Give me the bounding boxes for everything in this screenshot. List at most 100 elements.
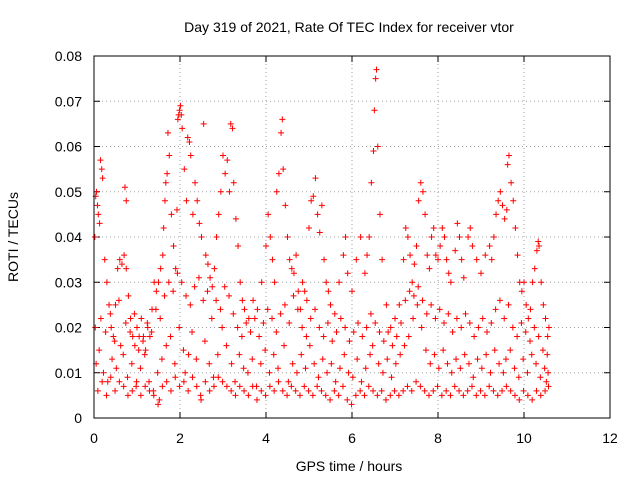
data-point [535,238,542,245]
data-point [542,315,549,322]
data-point [137,392,144,399]
data-point [219,324,226,331]
y-tick-label: 0.08 [55,48,82,64]
data-point [271,279,278,286]
data-point [315,374,322,381]
data-point [411,261,418,268]
grid-lines [94,56,610,418]
data-point [226,188,233,195]
data-point [323,279,330,286]
data-point [545,324,552,331]
data-point [111,338,118,345]
data-point [240,365,247,372]
data-point [353,256,360,263]
data-point [140,338,147,345]
data-point [262,392,269,399]
data-point [180,378,187,385]
data-point [191,283,198,290]
data-point [328,360,335,367]
data-point [275,378,282,385]
y-tick-label: 0.05 [55,184,82,200]
data-point [182,369,189,376]
x-tick-label: 4 [262,430,270,446]
data-point [540,301,547,308]
data-point [284,234,291,240]
x-axis-label: GPS time / hours [296,458,403,474]
data-point [189,211,196,218]
data-point [400,256,407,263]
data-point [98,166,105,173]
data-point [180,347,187,354]
data-point [445,270,452,277]
y-tick-label: 0.07 [55,93,82,109]
data-point [258,387,265,394]
data-point [388,374,395,381]
data-point [94,202,101,209]
data-point [215,374,222,381]
data-point [298,351,305,358]
data-point [444,360,451,367]
data-point [486,243,493,250]
data-point [200,120,207,127]
data-point [262,347,269,354]
data-point [161,197,168,204]
data-point [545,369,552,376]
data-point [453,356,460,363]
data-point [239,297,246,304]
data-point [520,356,527,363]
data-point [457,365,464,372]
data-point [402,224,409,231]
data-point [101,256,108,263]
data-point [527,306,534,313]
data-point [357,387,364,394]
data-point [174,270,181,277]
data-point [120,351,127,358]
data-point [210,383,217,390]
data-point [340,252,347,259]
data-point [454,220,461,227]
data-point [370,387,377,394]
data-point [100,369,107,376]
data-point [135,347,142,354]
data-point [524,392,531,399]
data-point [470,374,477,381]
y-tick-label: 0.01 [55,365,82,381]
data-point [502,356,509,363]
data-point [254,306,261,313]
data-point [293,369,300,376]
data-point [179,125,186,132]
data-point [415,283,422,290]
data-point [341,351,348,358]
data-point [142,383,149,390]
data-point [123,197,130,204]
data-point [404,383,411,390]
data-point [160,224,167,231]
data-point [422,211,429,218]
data-point [488,319,495,326]
data-point [331,387,338,394]
data-point [183,197,190,204]
data-point [133,378,140,385]
data-point [124,392,131,399]
data-point [128,360,135,367]
data-point [541,365,548,372]
data-point [374,392,381,399]
data-point [92,324,99,331]
data-point [114,265,121,272]
data-point [281,342,288,349]
data-point [245,315,252,322]
data-point [207,274,214,281]
data-point [493,211,500,218]
data-point [165,279,172,286]
data-point [186,138,193,145]
data-point [393,333,400,340]
data-point [508,179,515,186]
data-point [95,211,102,218]
data-point [504,161,511,168]
chart-title: Day 319 of 2021, Rate Of TEC Index for r… [184,19,514,35]
data-point [230,310,237,317]
data-point [215,211,222,218]
data-point [112,387,119,394]
data-point [176,324,183,331]
data-point [337,315,344,322]
